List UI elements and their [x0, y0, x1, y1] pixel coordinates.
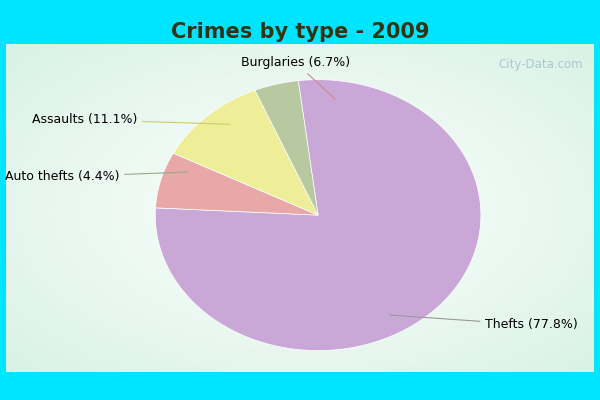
Text: Assaults (11.1%): Assaults (11.1%)	[32, 113, 230, 126]
Polygon shape	[255, 81, 318, 215]
Polygon shape	[173, 90, 318, 215]
Text: Crimes by type - 2009: Crimes by type - 2009	[171, 22, 429, 42]
Polygon shape	[155, 80, 481, 351]
Text: Burglaries (6.7%): Burglaries (6.7%)	[241, 56, 350, 99]
Text: Auto thefts (4.4%): Auto thefts (4.4%)	[5, 170, 187, 183]
Text: Thefts (77.8%): Thefts (77.8%)	[390, 315, 578, 332]
Polygon shape	[155, 153, 318, 215]
Text: City-Data.com: City-Data.com	[498, 58, 583, 71]
